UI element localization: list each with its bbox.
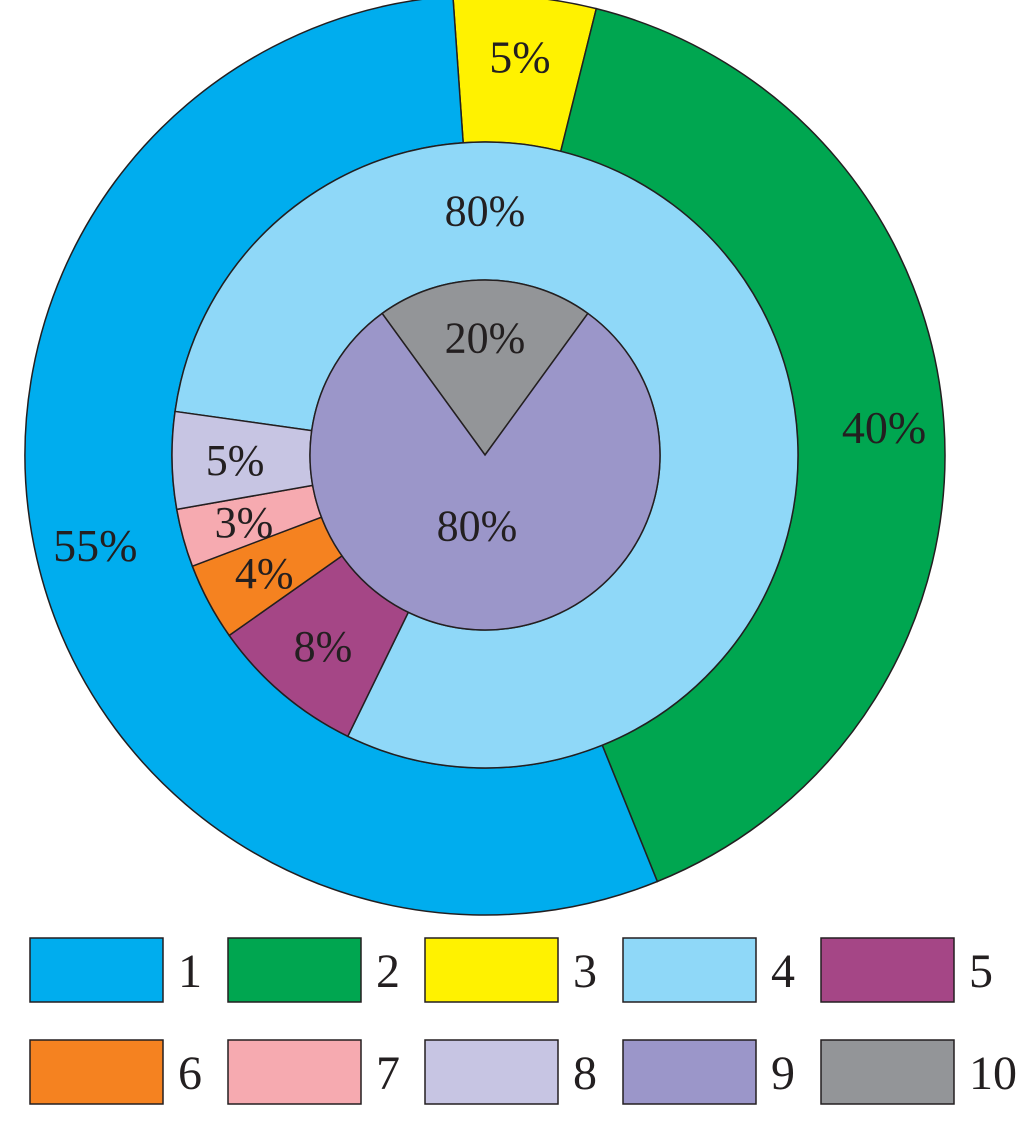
slice-label-5: 8% [294,622,353,671]
slice-label-3: 5% [489,32,550,83]
legend-swatch-9 [622,1039,757,1105]
legend-label-2: 2 [376,945,400,998]
legend-swatch-2 [227,937,362,1003]
slice-label-7: 3% [215,498,274,547]
legend-swatch-1 [29,937,164,1003]
legend-label-5: 5 [969,945,993,998]
legend-swatch-6 [29,1039,164,1105]
legend-item-2: 2 [227,937,400,1003]
legend-item-9: 9 [622,1039,795,1105]
slice-label-4: 80% [445,186,526,235]
slice-label-10: 20% [445,313,526,362]
legend-swatch-10 [820,1039,955,1105]
slice-9 [309,312,661,631]
legend-swatch-5 [820,937,955,1003]
legend-item-3: 3 [424,937,597,1003]
legend-label-3: 3 [573,945,597,998]
slice-10 [381,279,589,457]
legend: 1 2 3 4 5 6 7 8 9 10 [29,937,1017,1105]
legend-swatch-7 [227,1039,362,1105]
legend-item-6: 6 [29,1039,202,1105]
middle-ring [171,141,799,769]
legend-item-1: 1 [29,937,202,1003]
legend-item-8: 8 [424,1039,597,1105]
legend-label-6: 6 [178,1047,202,1100]
slice-label-8: 5% [206,436,265,485]
slice-label-2: 40% [842,402,926,453]
legend-swatch-3 [424,937,559,1003]
legend-label-7: 7 [376,1047,400,1100]
legend-label-1: 1 [178,945,202,998]
legend-label-4: 4 [771,945,795,998]
legend-swatch-4 [622,937,757,1003]
inner-ring [309,279,661,631]
legend-item-4: 4 [622,937,795,1003]
legend-swatch-8 [424,1039,559,1105]
slice-label-6: 4% [235,549,294,598]
slice-labels: 5% 40% 55% 80% 8%4%3% 5% 20% 80% [53,32,926,671]
legend-label-8: 8 [573,1047,597,1100]
legend-item-10: 10 [820,1039,1017,1105]
legend-item-5: 5 [820,937,993,1003]
slice-label-9: 80% [437,501,518,550]
legend-item-7: 7 [227,1039,400,1105]
slice-label-1: 55% [53,520,137,571]
legend-label-10: 10 [969,1047,1017,1100]
legend-label-9: 9 [771,1047,795,1100]
